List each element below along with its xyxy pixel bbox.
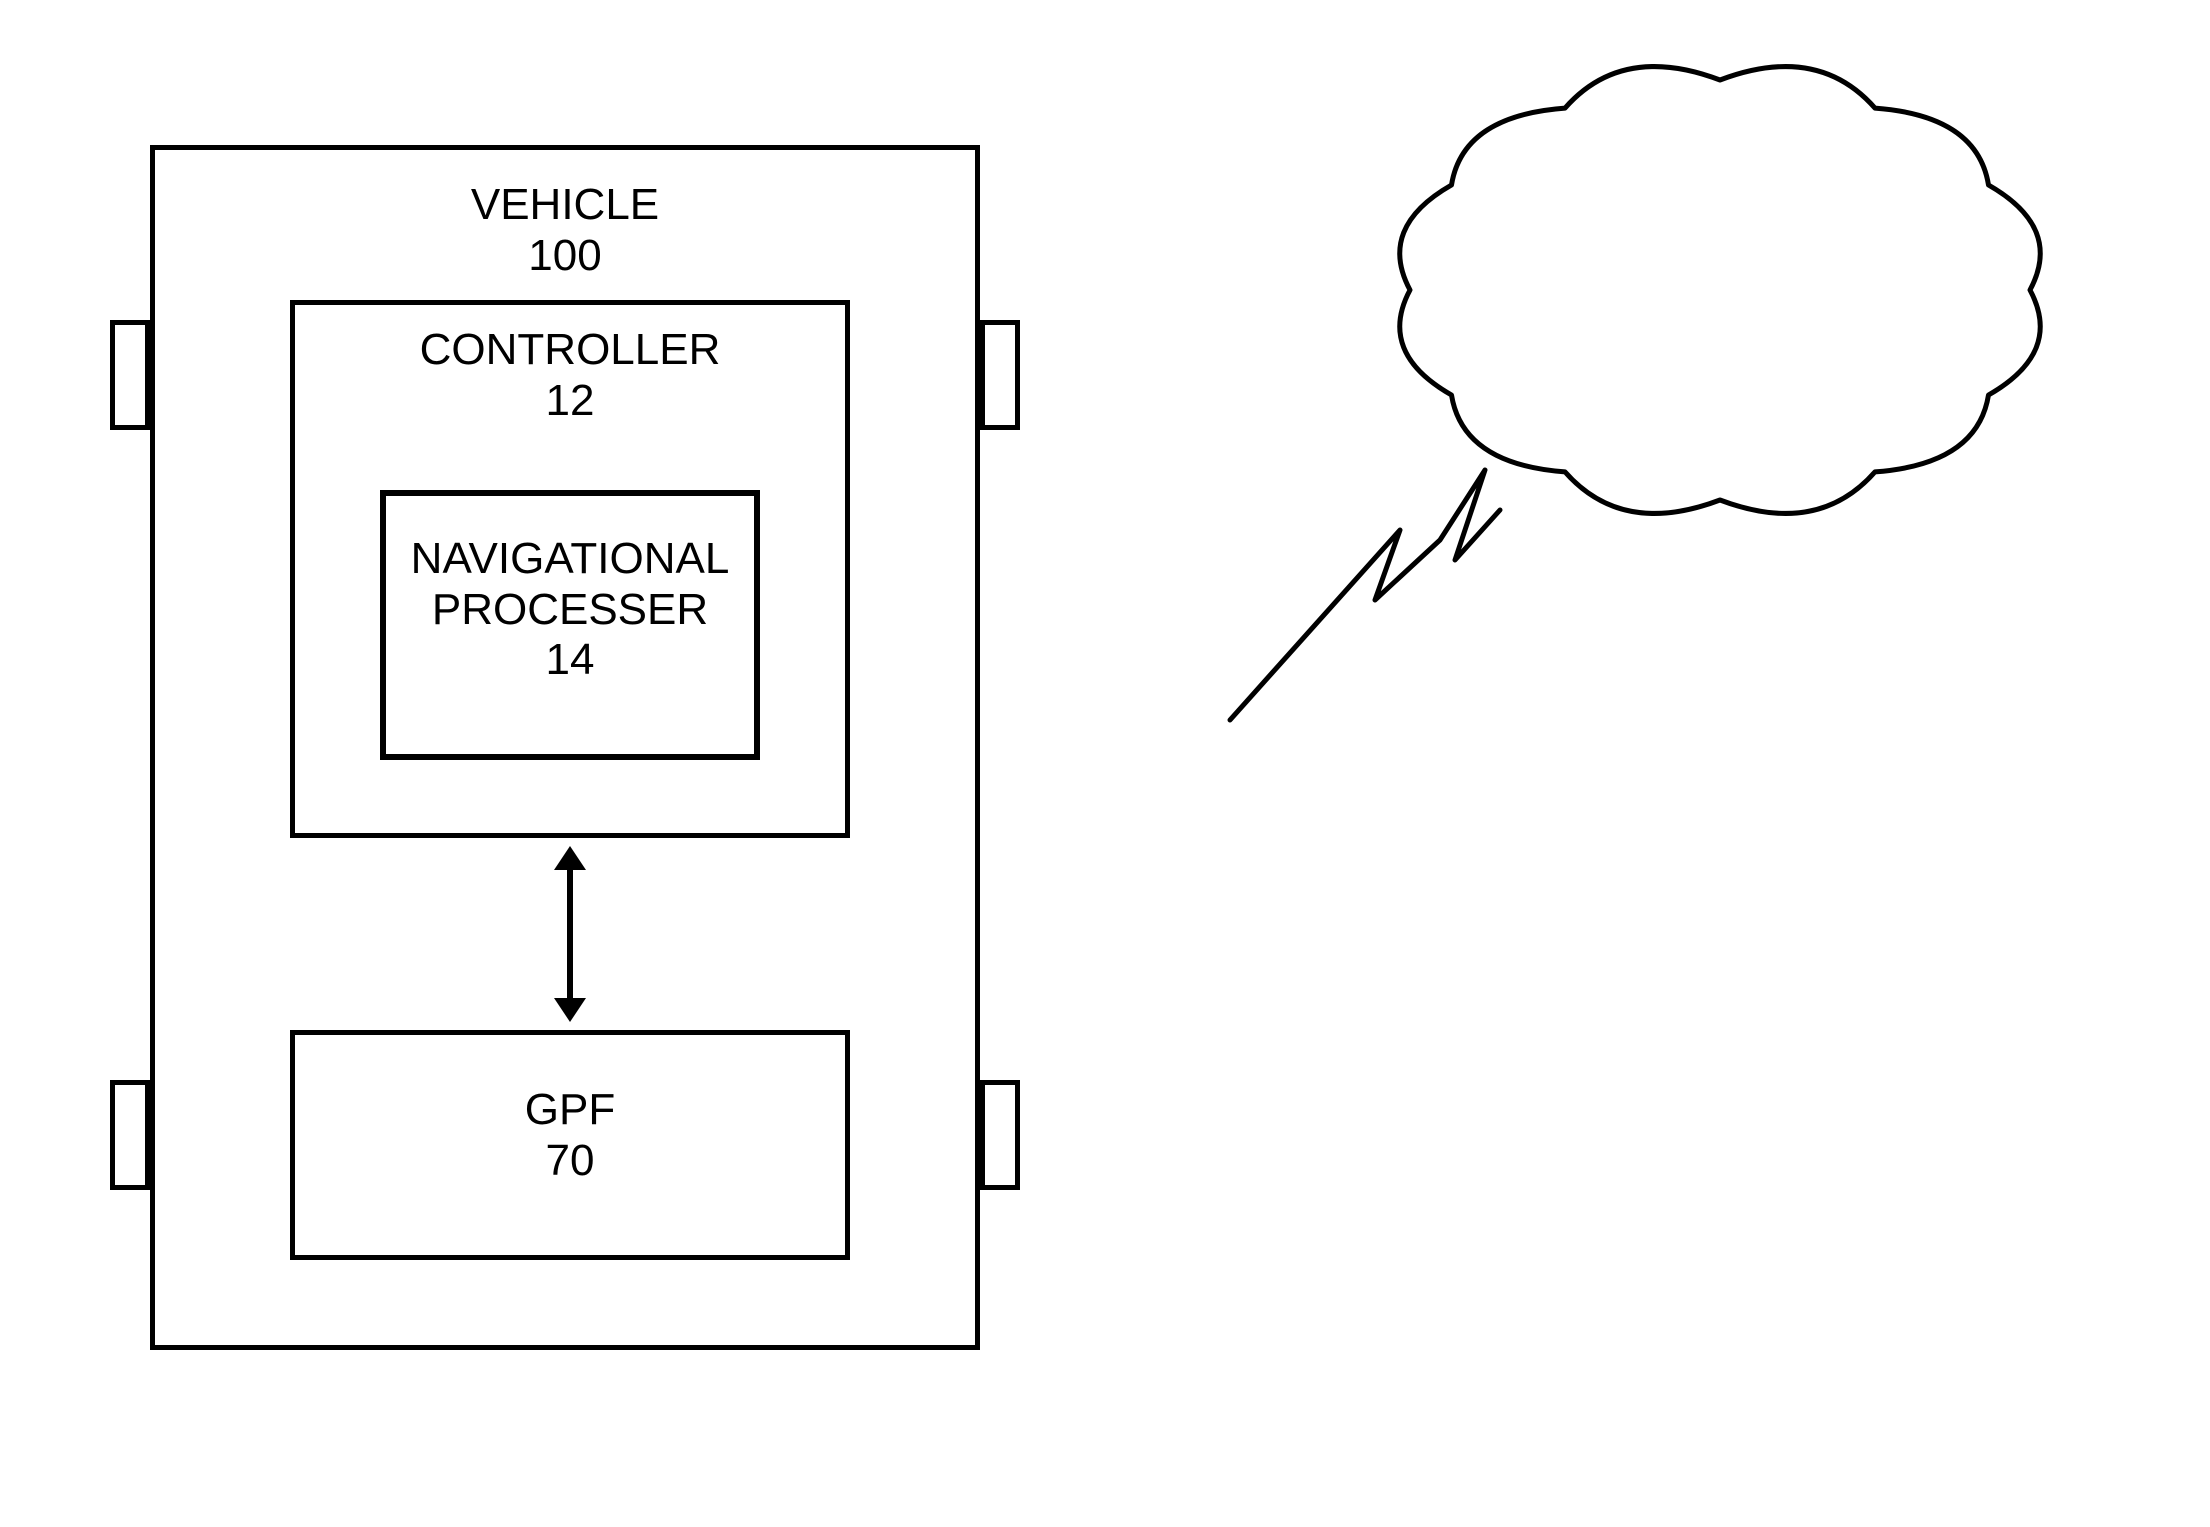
side-tab-bottom-left [110,1080,150,1190]
cloud-line3: SYSTEM [1560,281,1890,334]
nav-processor-line1: NAVIGATIONAL [386,534,754,585]
cloud-line1: CLOUD [1560,175,1890,228]
cloud-line2: NAVIGATION [1560,228,1890,281]
gpf-number: 70 [295,1136,845,1187]
gpf-label: GPF 70 [295,1085,845,1186]
wireless-bolt-icon [1230,470,1500,720]
nav-processor-label: NAVIGATIONAL PROCESSER 14 [386,534,754,686]
nav-processor-number: 14 [386,635,754,686]
gpf-box: GPF 70 [290,1030,850,1260]
nav-processor-box: NAVIGATIONAL PROCESSER 14 [380,490,760,760]
controller-title: CONTROLLER [295,325,845,376]
gpf-title: GPF [295,1085,845,1136]
cloud-number: 16 [1560,333,1890,386]
side-tab-bottom-right [980,1080,1020,1190]
nav-processor-line2: PROCESSER [386,585,754,636]
vehicle-label: VEHICLE 100 [155,180,975,281]
controller-number: 12 [295,376,845,427]
vehicle-title: VEHICLE [155,180,975,231]
cloud-label: CLOUD NAVIGATION SYSTEM 16 [1560,175,1890,386]
controller-label: CONTROLLER 12 [295,325,845,426]
side-tab-top-right [980,320,1020,430]
vehicle-number: 100 [155,231,975,282]
side-tab-top-left [110,320,150,430]
